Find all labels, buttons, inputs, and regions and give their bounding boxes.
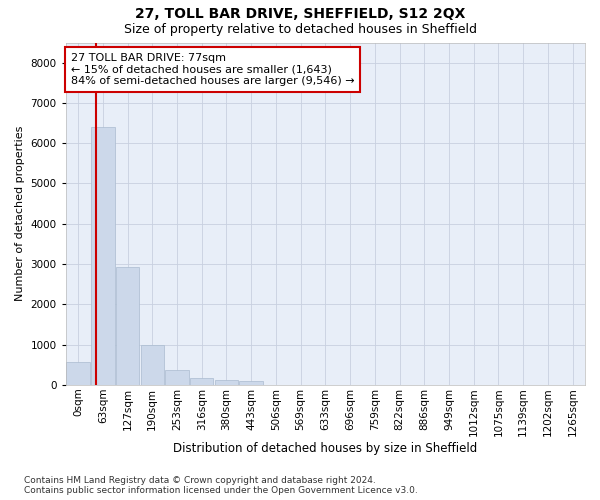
Text: 27, TOLL BAR DRIVE, SHEFFIELD, S12 2QX: 27, TOLL BAR DRIVE, SHEFFIELD, S12 2QX	[135, 8, 465, 22]
Text: Contains HM Land Registry data © Crown copyright and database right 2024.
Contai: Contains HM Land Registry data © Crown c…	[24, 476, 418, 495]
Text: Size of property relative to detached houses in Sheffield: Size of property relative to detached ho…	[124, 22, 476, 36]
Bar	[140, 345, 164, 385]
X-axis label: Distribution of detached houses by size in Sheffield: Distribution of detached houses by size …	[173, 442, 478, 455]
Bar	[116, 268, 139, 385]
Y-axis label: Number of detached properties: Number of detached properties	[15, 126, 25, 302]
Bar	[215, 380, 238, 385]
Bar	[67, 362, 90, 385]
Bar	[190, 378, 214, 385]
Bar	[165, 370, 189, 385]
Bar	[239, 382, 263, 385]
Bar	[91, 128, 115, 385]
Text: 27 TOLL BAR DRIVE: 77sqm
← 15% of detached houses are smaller (1,643)
84% of sem: 27 TOLL BAR DRIVE: 77sqm ← 15% of detach…	[71, 53, 355, 86]
